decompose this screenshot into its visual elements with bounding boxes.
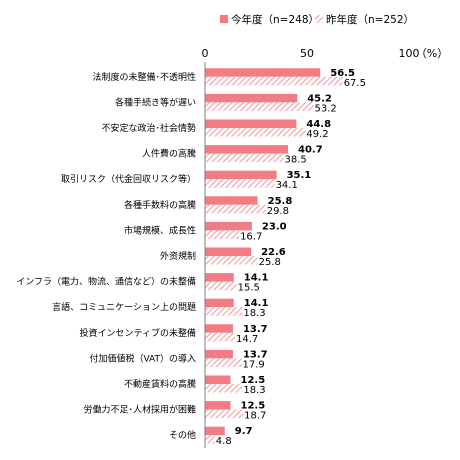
bar-current [205,93,298,103]
data-label-current: 9.7 [235,426,253,437]
category-label: 法制度の未整備･不透明性 [92,71,196,83]
bar-current [205,119,297,128]
bar-previous [205,230,240,239]
bar-current [205,247,252,256]
data-label-current: 14.1 [244,273,269,284]
data-label-current: 56.5 [330,68,355,79]
bar-previous [205,358,242,367]
category-label: 外资規制 [160,250,196,262]
data-label-current: 35.1 [287,170,312,181]
plot-area: 法制度の未整備･不透明性 56.567.5 各種手続き等が遅い 45.253.2 不安定… [16,62,366,448]
x-tick-label: 50 [300,47,314,60]
bar-previous [205,409,244,419]
bar-previous [205,128,306,137]
category-label: 不安定な政治･社会情勢 [101,122,196,134]
bar-current [205,221,252,231]
data-label-current: 12.5 [241,375,266,386]
category-label: 取引リスク（代金回収リスク等） [61,173,196,185]
data-label-previous: 67.5 [344,78,366,89]
x-axis: 0 50 100 （%） [202,47,449,60]
data-label-current: 44.8 [306,119,331,130]
bar-current [205,273,234,282]
data-label-previous: 18.3 [243,385,265,396]
data-label-current: 12.5 [241,401,266,412]
data-label-previous: 25.8 [259,257,281,268]
bar-current [205,196,258,205]
bar-previous [205,179,275,188]
bar-previous [205,204,266,214]
category-label: 付加価値税（VAT）の導入 [89,352,196,364]
bar-previous [205,281,237,291]
legend-swatch-previous [315,15,323,23]
legend-label-previous: 昨年度（n=252） [326,13,414,26]
category-label: 市場規模、成長性 [124,224,196,236]
bar-previous [205,256,258,265]
data-label-previous: 29.8 [267,206,289,217]
category-label: 各種手続き等が遅い [115,96,196,108]
data-label-previous: 18.3 [243,308,265,319]
data-label-previous: 16.7 [240,231,262,242]
bar-current [205,170,277,180]
bar-previous [205,153,284,163]
category-label: インフラ（電力、物流、通信など）の未整備 [16,276,196,288]
bar-current [205,426,225,436]
data-label-previous: 14.7 [236,334,258,345]
data-label-previous: 18.7 [244,411,266,422]
bar-previous [205,76,343,86]
bar-current [205,298,234,308]
data-label-current: 45.2 [307,93,332,104]
bar-current [205,375,231,384]
data-label-current: 25.8 [268,196,293,207]
data-label-previous: 49.2 [306,129,328,140]
category-label: 言語、コミュニケーション上の問題 [52,301,196,313]
bar-current [205,349,233,359]
data-label-previous: 53.2 [315,103,337,114]
category-label: 労働力不足･人材採用が困難 [83,404,196,416]
x-tick-label: 0 [202,47,209,60]
bar-previous [205,384,243,393]
legend-swatch-current [220,15,228,23]
x-tick-label: 100 [399,47,420,60]
data-label-current: 13.7 [243,349,268,360]
category-label: その他 [169,429,196,441]
bar-previous [205,435,215,444]
data-label-previous: 4.8 [216,436,232,447]
data-label-current: 23.0 [262,221,287,232]
bar-current [205,324,233,333]
data-label-previous: 38.5 [285,155,307,166]
category-label: 各種手数料の高騰 [124,199,196,211]
data-label-current: 14.1 [244,298,269,309]
category-label: 投資インセンティブの未整備 [80,327,196,339]
data-label-current: 40.7 [298,145,323,156]
bar-previous [205,102,314,111]
bar-current [205,68,321,77]
x-unit-label: （%） [416,47,448,60]
bar-current [205,145,289,154]
data-label-previous: 34.1 [276,180,298,191]
bar-previous [205,307,243,316]
category-label: 人件費の高騰 [142,148,196,160]
legend-label-current: 今年度（n=248） [231,13,319,26]
data-label-current: 22.6 [261,247,286,258]
legend: 今年度（n=248） 昨年度（n=252） [220,13,414,26]
data-label-current: 13.7 [243,324,268,335]
category-label: 不動産賃料の高騰 [124,378,196,390]
data-label-previous: 17.9 [243,359,265,370]
bar-current [205,401,231,410]
bar-previous [205,332,235,342]
data-label-previous: 15.5 [238,283,260,294]
